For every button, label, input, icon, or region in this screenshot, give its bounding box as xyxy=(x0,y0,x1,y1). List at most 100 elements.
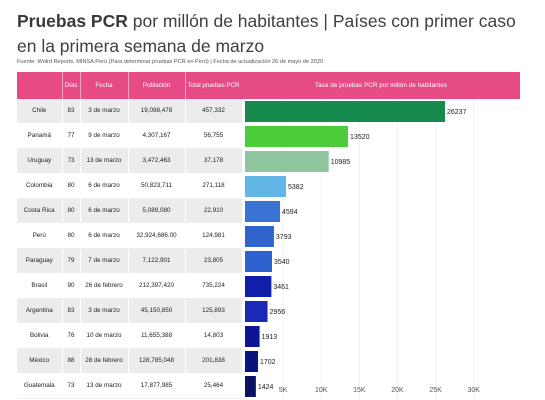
table-cell-country: Uruguay xyxy=(17,148,63,174)
table-cell-population: 45,150,850 xyxy=(128,298,186,324)
table-row: Panamá 77 9 de marzo 4,307,167 56,755 xyxy=(17,123,243,149)
bar-value-label: 4594 xyxy=(282,209,298,216)
table-cell-country: Perú xyxy=(17,223,63,249)
table-cell-date: 13 de marzo xyxy=(80,373,129,399)
table-cell-date: 6 de marzo xyxy=(80,173,129,199)
x-tick-label: 15K xyxy=(353,387,366,394)
bar-paraguay xyxy=(245,251,272,272)
table-row: Argentina 83 3 de marzo 45,150,850 125,893 xyxy=(17,298,243,324)
table-row: Bolivia 76 10 de marzo 11,655,388 14,803 xyxy=(17,323,243,349)
table-cell-tests: 201,838 xyxy=(185,348,243,374)
table-cell-country: Paraguay xyxy=(17,248,63,274)
table-row: Guatemala 73 13 de marzo 17,877,985 25,464 xyxy=(17,373,243,399)
table-cell-country: Colombia xyxy=(17,173,63,199)
bar-costa-rica xyxy=(245,201,281,222)
bar-colombia xyxy=(245,176,287,197)
table-cell-date: 3 de marzo xyxy=(80,298,129,324)
table-cell-population: 50,823,711 xyxy=(128,173,186,199)
table-cell-days: 73 xyxy=(62,373,81,399)
table-cell-tests: 457,332 xyxy=(185,99,243,124)
table-cell-days: 83 xyxy=(62,99,81,124)
bar-value-label: 3793 xyxy=(276,234,292,241)
bar-uruguay xyxy=(245,151,329,172)
table-header-cell xyxy=(17,72,63,99)
table-row: Uruguay 73 13 de marzo 3,472,463 37,178 xyxy=(17,148,243,174)
table-cell-country: Chile xyxy=(17,99,63,124)
bar-chart: 26237 13520 10985 5382 4594 3793 3540 3461 2956 1… xyxy=(245,99,480,399)
bar-value-label: 10985 xyxy=(331,159,351,166)
bar-perú xyxy=(245,226,274,247)
table-row: Brasil 90 26 de febrero 212,397,420 735,224 xyxy=(17,273,243,299)
table-row: Paraguay 79 7 de marzo 7,122,901 23,805 xyxy=(17,248,243,274)
x-tick-label: 5K xyxy=(279,387,288,394)
source-note: Fuente: Wolrd Reports. MINSA Perú (Para … xyxy=(17,59,324,65)
table-cell-days: 80 xyxy=(62,198,81,224)
table-cell-population: 212,397,420 xyxy=(128,273,186,299)
table-cell-date: 6 de marzo xyxy=(80,198,129,224)
data-table: Días Fecha Población Total pruebas PCR Chil… xyxy=(17,72,243,399)
title-part-1: por millón de habitantes xyxy=(127,11,324,31)
table-row: Colombia 80 6 de marzo 50,823,711 271,118 xyxy=(17,173,243,199)
table-cell-days: 73 xyxy=(62,148,81,174)
table-cell-population: 4,307,167 xyxy=(128,123,186,149)
table-cell-population: 5,089,080 xyxy=(128,198,186,224)
table-cell-country: Panamá xyxy=(17,123,63,149)
table-row: Perú 80 6 de marzo 32,924,686.00 124,981 xyxy=(17,223,243,249)
table-cell-tests: 23,805 xyxy=(185,248,243,274)
bar-panamá xyxy=(245,126,349,147)
table-cell-tests: 14,803 xyxy=(185,323,243,349)
table-cell-tests: 271,118 xyxy=(185,173,243,199)
table-cell-population: 11,655,388 xyxy=(128,323,186,349)
table-cell-population: 32,924,686.00 xyxy=(128,223,186,249)
table-cell-tests: 22,910 xyxy=(185,198,243,224)
chart-header: Tasa de pruebas PCR por millón de habita… xyxy=(242,72,520,99)
table-cell-country: Costa Rica xyxy=(17,198,63,224)
bar-value-label: 3461 xyxy=(273,284,289,291)
table-cell-date: 3 de marzo xyxy=(80,99,129,124)
title-part-2: Países con primer caso en la primera sem… xyxy=(17,11,516,56)
table-cell-date: 6 de marzo xyxy=(80,223,129,249)
x-tick-label: 20K xyxy=(391,387,404,394)
table-header-cell: Población xyxy=(128,72,186,99)
bar-argentina xyxy=(245,301,268,322)
table-header-cell: Fecha xyxy=(80,72,129,99)
table-cell-days: 80 xyxy=(62,223,81,249)
table-cell-date: 13 de marzo xyxy=(80,148,129,174)
table-header-cell: Total pruebas PCR xyxy=(185,72,243,99)
table-cell-date: 10 de marzo xyxy=(80,323,129,349)
table-cell-population: 128,785,048 xyxy=(128,348,186,374)
chart-title: Pruebas PCR por millón de habitantes | P… xyxy=(17,9,537,59)
bar-value-label: 1702 xyxy=(260,359,276,366)
table-cell-population: 7,122,901 xyxy=(128,248,186,274)
table-header-cell: Días xyxy=(62,72,81,99)
table-cell-date: 9 de marzo xyxy=(80,123,129,149)
table-cell-population: 19,098,478 xyxy=(128,99,186,124)
table-cell-days: 76 xyxy=(62,323,81,349)
bar-value-label: 13520 xyxy=(350,134,370,141)
table-cell-country: Argentina xyxy=(17,298,63,324)
bar-value-label: 26237 xyxy=(447,109,467,116)
table-body: Chile 83 3 de marzo 19,098,478 457,332 Panamá… xyxy=(17,99,243,399)
table-cell-days: 80 xyxy=(62,173,81,199)
table-cell-date: 26 de febrero xyxy=(80,273,129,299)
table-cell-days: 88 xyxy=(62,348,81,374)
table-cell-tests: 124,981 xyxy=(185,223,243,249)
x-tick-label: 10K xyxy=(315,387,328,394)
table-cell-days: 79 xyxy=(62,248,81,274)
table-row: Chile 83 3 de marzo 19,098,478 457,332 xyxy=(17,99,243,124)
table-cell-date: 7 de marzo xyxy=(80,248,129,274)
bar-méxico xyxy=(245,351,258,372)
bar-value-label: 1424 xyxy=(258,384,274,391)
table-cell-days: 77 xyxy=(62,123,81,149)
table-row: México 88 28 de febrero 128,785,048 201,838 xyxy=(17,348,243,374)
table-row: Costa Rica 80 6 de marzo 5,089,080 22,910 xyxy=(17,198,243,224)
table-cell-tests: 735,224 xyxy=(185,273,243,299)
table-cell-date: 28 de febrero xyxy=(80,348,129,374)
bar-chile xyxy=(245,101,445,122)
table-cell-tests: 125,893 xyxy=(185,298,243,324)
bar-value-label: 1913 xyxy=(262,334,278,341)
bar-value-label: 2956 xyxy=(270,309,286,316)
table-cell-tests: 25,464 xyxy=(185,373,243,399)
title-separator: | xyxy=(323,11,328,31)
table-cell-population: 3,472,463 xyxy=(128,148,186,174)
